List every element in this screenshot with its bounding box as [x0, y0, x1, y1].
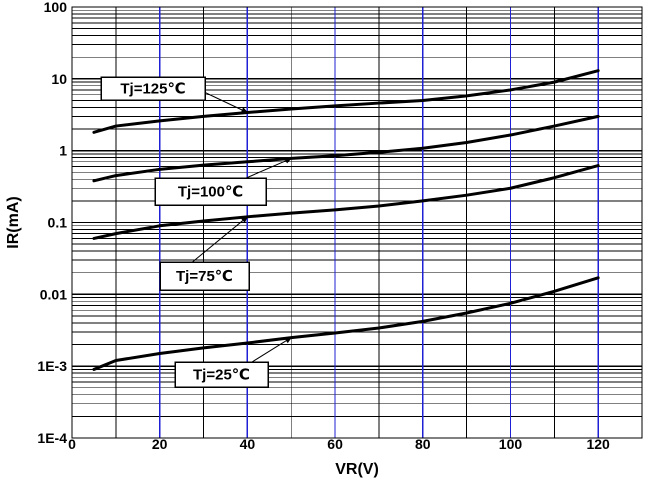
series-line: [92, 164, 600, 240]
series-line: [92, 114, 600, 183]
y-tick-label: 100: [44, 0, 68, 15]
callout-label: Tj=125℃: [120, 81, 185, 98]
x-tick-label: 0: [68, 436, 76, 452]
y-tick-label: 0.1: [48, 215, 68, 231]
callout-box: [154, 177, 267, 206]
callout-box: [159, 261, 250, 291]
grid-lines: [72, 6, 642, 439]
callout-box: [174, 361, 269, 388]
x-tick-label: 80: [415, 436, 431, 452]
series-line: [92, 69, 600, 134]
callouts: Tj=125℃ Tj=100℃ Tj=75℃ Tj=25℃: [100, 76, 293, 388]
x-tick-label: 40: [240, 436, 256, 452]
y-tick-label: 1E-4: [37, 430, 67, 446]
y-tick-label: 1E-3: [37, 358, 67, 374]
y-tick-label: 1: [59, 143, 67, 159]
y-axis-title: IR(mA): [5, 196, 22, 248]
callout-arrow: [203, 91, 249, 113]
callout-arrow: [189, 216, 249, 265]
x-axis-title: VR(V): [335, 461, 379, 478]
series-lines: [92, 69, 600, 371]
x-tick-label: 100: [499, 436, 523, 452]
callout-label: Tj=75℃: [176, 268, 233, 285]
y-tick-label: 0.01: [40, 286, 67, 302]
callout-box: [100, 76, 206, 101]
axes: 0 20 40 60 80 100 120 100 10 1 0.1 0.01 1E-3 1E-4 VR(V…: [5, 0, 643, 478]
y-tick-label: 10: [51, 71, 67, 87]
callout-arrow: [251, 337, 293, 363]
x-tick-label: 20: [152, 436, 168, 452]
x-tick-label: 120: [586, 436, 610, 452]
callout-label: Tj=25℃: [193, 367, 250, 384]
series-line: [92, 276, 600, 371]
callout-label: Tj=100℃: [178, 184, 243, 201]
x-tick-label: 60: [327, 436, 343, 452]
plot-frame: [71, 6, 643, 439]
